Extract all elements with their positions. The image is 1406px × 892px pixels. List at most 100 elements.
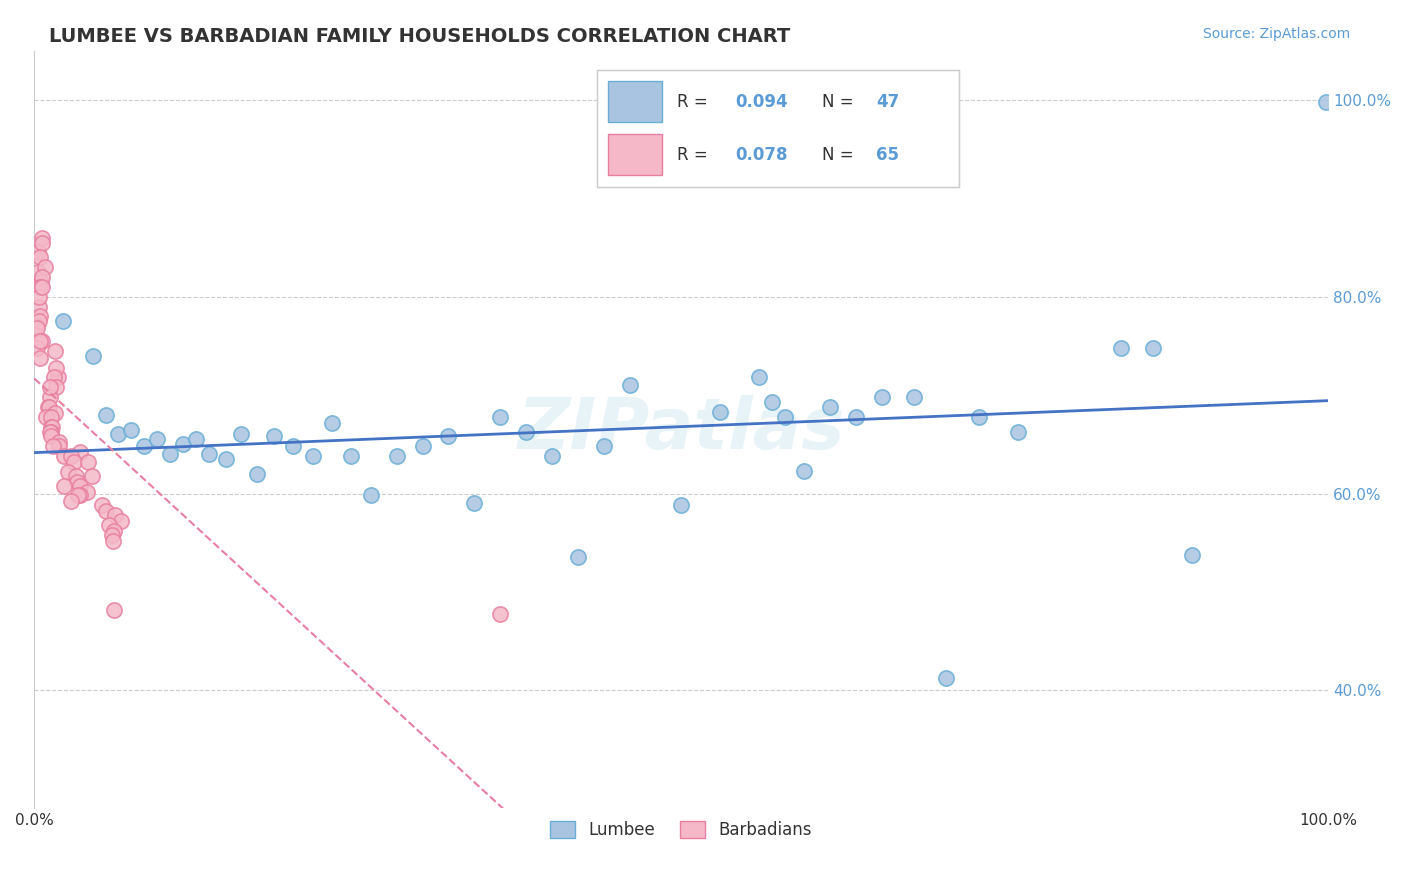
Barbadians: [41, 419, 63, 434]
Lumbee: [281, 439, 304, 453]
Barbadians: [38, 390, 60, 404]
Lumbee: [541, 449, 564, 463]
Lumbee: [412, 439, 434, 453]
Barbadians: [69, 445, 91, 459]
Lumbee: [82, 349, 104, 363]
Lumbee: [903, 390, 925, 404]
Lumbee: [463, 496, 485, 510]
Barbadians: [103, 524, 125, 538]
Barbadians: [28, 290, 51, 304]
Barbadians: [27, 245, 49, 260]
Barbadians: [31, 334, 53, 348]
Lumbee: [709, 405, 731, 419]
Lumbee: [263, 429, 285, 443]
Barbadians: [91, 499, 114, 513]
Lumbee: [1181, 548, 1204, 562]
Lumbee: [967, 409, 990, 424]
Lumbee: [215, 452, 238, 467]
Lumbee: [1315, 95, 1337, 109]
Lumbee: [935, 671, 957, 685]
Barbadians: [28, 314, 51, 328]
Lumbee: [52, 314, 75, 328]
Lumbee: [1142, 341, 1164, 355]
Lumbee: [437, 429, 460, 443]
Barbadians: [44, 370, 66, 384]
Barbadians: [46, 370, 69, 384]
Barbadians: [28, 300, 51, 314]
Barbadians: [41, 439, 63, 453]
Barbadians: [60, 494, 83, 508]
Barbadians: [31, 270, 53, 285]
Barbadians: [28, 310, 51, 324]
Barbadians: [59, 449, 82, 463]
Barbadians: [103, 602, 125, 616]
Barbadians: [27, 265, 49, 279]
Lumbee: [845, 409, 868, 424]
Barbadians: [53, 478, 76, 492]
Barbadians: [100, 528, 122, 542]
Barbadians: [31, 235, 53, 250]
Barbadians: [31, 230, 53, 244]
Barbadians: [69, 478, 91, 492]
Lumbee: [818, 400, 841, 414]
Barbadians: [82, 468, 104, 483]
Barbadians: [30, 351, 52, 365]
Lumbee: [134, 439, 156, 453]
Lumbee: [246, 467, 269, 481]
Text: Source: ZipAtlas.com: Source: ZipAtlas.com: [1202, 27, 1350, 41]
Barbadians: [27, 321, 49, 335]
Barbadians: [65, 468, 87, 483]
Barbadians: [45, 380, 67, 394]
Barbadians: [94, 504, 117, 518]
Barbadians: [77, 455, 100, 469]
Barbadians: [41, 429, 63, 443]
Lumbee: [515, 425, 537, 439]
Lumbee: [489, 409, 512, 424]
Lumbee: [671, 499, 693, 513]
Lumbee: [120, 423, 142, 437]
Lumbee: [773, 409, 796, 424]
Lumbee: [870, 390, 893, 404]
Barbadians: [53, 449, 76, 463]
Barbadians: [39, 380, 62, 394]
Lumbee: [385, 449, 408, 463]
Lumbee: [107, 427, 129, 442]
Barbadians: [38, 400, 60, 414]
Barbadians: [489, 607, 512, 621]
Barbadians: [35, 409, 58, 424]
Barbadians: [69, 488, 91, 502]
Lumbee: [592, 439, 614, 453]
Lumbee: [1109, 341, 1132, 355]
Barbadians: [28, 280, 51, 294]
Barbadians: [101, 533, 124, 548]
Lumbee: [172, 437, 194, 451]
Lumbee: [146, 433, 169, 447]
Text: ZIPatlas: ZIPatlas: [517, 395, 845, 464]
Barbadians: [110, 514, 132, 528]
Barbadians: [58, 465, 80, 479]
Barbadians: [44, 343, 66, 358]
Barbadians: [66, 488, 89, 502]
Lumbee: [231, 427, 253, 442]
Lumbee: [619, 378, 641, 392]
Barbadians: [44, 406, 66, 420]
Barbadians: [34, 260, 56, 275]
Barbadians: [25, 319, 48, 334]
Lumbee: [198, 447, 221, 461]
Barbadians: [41, 419, 63, 434]
Lumbee: [321, 416, 343, 430]
Barbadians: [48, 439, 70, 453]
Barbadians: [48, 435, 70, 450]
Barbadians: [76, 484, 98, 499]
Barbadians: [38, 425, 60, 439]
Lumbee: [301, 449, 323, 463]
Lumbee: [184, 433, 207, 447]
Lumbee: [748, 370, 770, 384]
Lumbee: [360, 488, 382, 502]
Lumbee: [793, 464, 815, 478]
Barbadians: [31, 280, 53, 294]
Lumbee: [761, 395, 783, 409]
Barbadians: [41, 409, 63, 424]
Lumbee: [567, 550, 589, 565]
Barbadians: [62, 455, 84, 469]
